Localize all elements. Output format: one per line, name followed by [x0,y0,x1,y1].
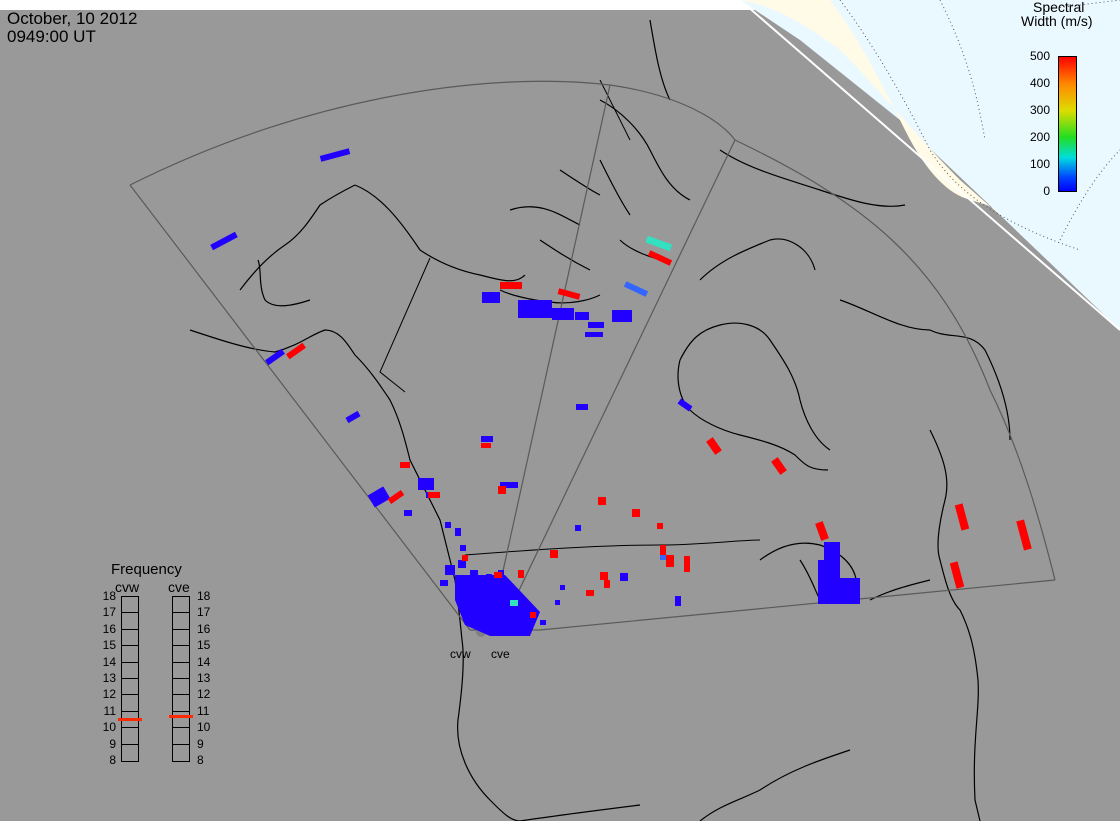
frequency-marker-cve [169,714,193,718]
borders [379,79,761,556]
frequency-tick-left-8: 8 [109,753,116,767]
scatter-cyan [510,235,673,606]
radar-fov [129,80,1056,631]
latitude-circle-1 [839,0,1081,251]
frequency-grid-line [121,710,138,712]
frequency-tick-left-12: 12 [102,687,116,702]
colorbar-tick-0: 0 [1043,184,1050,198]
radar-label-cve: cve [491,647,510,661]
date-label: October, 10 2012 [7,9,138,28]
colorbar-tick-500: 500 [1029,49,1050,63]
colorbar-tick-100: 100 [1029,157,1050,171]
frequency-tick-left-9: 9 [109,736,116,751]
frequency-tick-right-16: 16 [197,621,211,636]
frequency-tick-right-18: 18 [197,589,211,603]
radar-label-cvw: cvw [450,647,471,661]
frequency-tick-right-11: 11 [197,703,210,718]
colorbar-tick-300: 300 [1029,103,1050,117]
frequency-grid-line [172,727,189,729]
colorbar-tick-400: 400 [1029,76,1050,90]
frequency-grid-line [172,678,189,679]
daylight-region [740,0,1120,330]
frequency-tick-right-14: 14 [197,654,211,669]
frequency-tick-left-16: 16 [102,621,116,636]
scatter-red [286,250,1032,618]
frequency-grid-line [172,661,189,663]
frequency-title: Frequency [111,561,182,578]
frequency-grid-line [121,727,138,729]
frequency-tick-right-15: 15 [197,638,211,653]
frequency-tick-left-10: 10 [102,720,116,735]
frequency-grid-line [172,710,189,712]
frequency-grid-line [121,661,138,663]
frequency-tick-right-12: 12 [197,687,211,702]
frequency-grid-line [121,694,138,696]
frequency-tick-left-17: 17 [102,605,116,620]
frequency-tick-right-13: 13 [197,671,211,685]
frequency-grid-line [172,612,189,614]
frequency-tick-right-8: 8 [197,753,204,767]
frequency-grid-line [121,645,138,647]
frequency-tick-left-11: 11 [103,703,116,718]
coastlines [189,19,1011,821]
frequency-right-label: cve [168,579,190,595]
frequency-tick-left-18: 18 [102,589,116,603]
colorbar-title-line2: Width (m/s) [1021,13,1093,29]
frequency-grid-line [121,743,138,745]
frequency-grid-line [172,694,189,696]
ice-region [740,0,1000,215]
frequency-tick-right-17: 17 [197,605,211,620]
frequency-tick-left-15: 15 [102,638,116,653]
colorbar [1058,56,1077,192]
frequency-tick-left-13: 13 [102,671,116,685]
frequency-grid-line [121,628,138,630]
frequency-grid-line [172,628,189,630]
frequency-grid-line [121,612,138,614]
scatter-blue [210,148,860,636]
time-label: 0949:00 UT [7,27,96,46]
frequency-box-cve [172,596,190,762]
top-margin [0,0,1120,10]
colorbar-title-line1: Spectral [1033,0,1085,15]
frequency-tick-right-10: 10 [197,720,211,735]
frequency-box-cvw [121,596,139,762]
latitude-circle-3 [1059,149,1120,241]
meridian-1 [1039,0,1120,11]
frequency-grid-line [121,678,138,679]
terminator-line [739,0,1120,331]
frequency-grid-line [172,645,189,647]
frequency-marker-cvw [118,718,142,721]
frequency-tick-right-9: 9 [197,736,204,751]
frequency-tick-left-14: 14 [102,654,116,669]
frequency-grid-line [172,743,189,745]
frequency-left-label: cvw [115,579,140,595]
colorbar-tick-200: 200 [1029,130,1050,144]
